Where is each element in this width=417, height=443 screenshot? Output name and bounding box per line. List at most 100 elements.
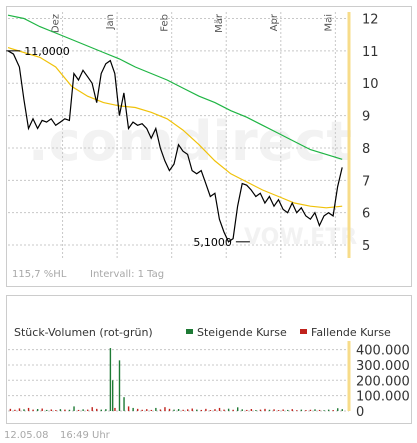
volume-bar — [111, 380, 114, 411]
volume-bar — [332, 410, 334, 411]
volume-bar — [91, 407, 93, 411]
price-chart-panel — [6, 6, 412, 287]
volume-bar — [287, 409, 289, 411]
volume-bar — [77, 409, 80, 411]
volume-bar — [205, 408, 207, 411]
volume-bar — [146, 409, 148, 411]
volume-bar — [105, 409, 107, 411]
volume-bar — [73, 406, 75, 411]
y-tick-label: 6 — [362, 207, 370, 222]
volume-bar — [14, 409, 16, 411]
y-tick-label: 10 — [362, 77, 379, 92]
volume-bar — [177, 409, 180, 411]
watermark-symbol: VOW.ETR — [244, 225, 357, 250]
volume-bar — [32, 409, 34, 411]
volume-bar — [264, 408, 266, 411]
volume-bar — [268, 409, 271, 411]
volume-bar — [159, 409, 162, 411]
volume-bar — [255, 410, 257, 411]
volume-bar — [96, 408, 98, 411]
volume-bar — [241, 409, 243, 411]
volume-bar — [291, 409, 293, 411]
legend-falling-label: Fallende Kurse — [311, 326, 391, 339]
volume-bar — [36, 409, 39, 411]
volume-bar — [296, 410, 298, 411]
volume-bar — [237, 407, 239, 411]
volume-bar — [136, 408, 139, 411]
volume-bar — [337, 408, 339, 411]
volume-bar — [23, 409, 25, 411]
volume-bar — [232, 409, 234, 411]
y-tick-label: 7 — [362, 174, 370, 189]
volume-tick-label: 300.000 — [356, 359, 410, 374]
volume-chart-panel — [6, 295, 412, 424]
month-label: Mai — [323, 14, 334, 32]
month-label: Feb — [160, 14, 171, 32]
volume-bar — [50, 409, 52, 411]
volume-bar — [182, 409, 184, 411]
volume-bar — [155, 407, 157, 411]
volume-bar — [318, 409, 321, 411]
volume-bar — [150, 409, 153, 411]
volume-bar — [214, 409, 216, 411]
volume-bar — [218, 407, 221, 411]
y-tick-label: 5 — [362, 239, 370, 254]
volume-bar — [259, 409, 262, 411]
volume-bar — [64, 409, 66, 411]
volume-bar — [200, 409, 203, 411]
month-label: Jan — [105, 14, 116, 30]
volume-bar — [300, 409, 303, 411]
legend-rising-label: Steigende Kurse — [197, 326, 287, 339]
volume-bar — [277, 410, 280, 411]
volume-bar — [114, 407, 116, 411]
volume-bar — [68, 409, 71, 411]
high-annotation: 11,0000 — [24, 45, 70, 58]
volume-bar — [55, 410, 57, 411]
volume-chart: Stück-Volumen (rot-grün) Steigende Kurse F… — [8, 326, 410, 420]
low-annotation: 5,1000 — [193, 236, 232, 249]
volume-bar — [227, 408, 230, 411]
volume-bar — [173, 409, 175, 411]
legend-rising-swatch — [186, 329, 193, 334]
volume-bar — [223, 409, 225, 411]
volume-bar — [82, 409, 84, 411]
volume-bar — [186, 409, 189, 411]
interval-label: Intervall: 1 Tag — [90, 269, 165, 280]
volume-bar — [109, 348, 112, 411]
volume-bar — [246, 409, 248, 411]
volume-bar — [127, 406, 130, 411]
volume-bar — [59, 409, 62, 411]
volume-bar — [250, 409, 253, 411]
volume-bar — [118, 360, 121, 411]
volume-bar — [282, 409, 284, 411]
volume-title: Stück-Volumen (rot-grün) — [14, 326, 153, 339]
volume-bar — [9, 408, 12, 411]
moving-average-short-line — [7, 47, 343, 209]
month-label: Dez — [51, 14, 62, 33]
volume-bar — [191, 408, 193, 411]
y-tick-label: 8 — [362, 142, 370, 157]
volume-bar — [27, 407, 30, 411]
volume-bar — [132, 407, 134, 411]
y-tick-label: 11 — [362, 45, 379, 60]
volume-bar — [196, 409, 198, 411]
y-tick-label: 9 — [362, 110, 370, 125]
volume-bar — [314, 409, 316, 411]
volume-tick-label: 400.000 — [356, 344, 410, 359]
volume-bar — [18, 408, 21, 411]
timestamp-date: 12.05.08 — [4, 430, 49, 441]
moving-average-long-line — [7, 14, 343, 160]
price-line — [7, 50, 343, 243]
volume-bar — [168, 408, 171, 411]
volume-tick-label: 200.000 — [356, 374, 410, 389]
month-label: Apr — [269, 13, 280, 31]
range-label: 115,7 %HL — [12, 269, 67, 280]
volume-bar — [100, 409, 103, 411]
volume-tick-label: 100.000 — [356, 390, 410, 405]
volume-bar — [46, 409, 48, 411]
volume-bar — [305, 410, 307, 411]
volume-bar — [327, 409, 330, 411]
volume-bar — [323, 410, 325, 411]
volume-bar — [86, 409, 89, 411]
